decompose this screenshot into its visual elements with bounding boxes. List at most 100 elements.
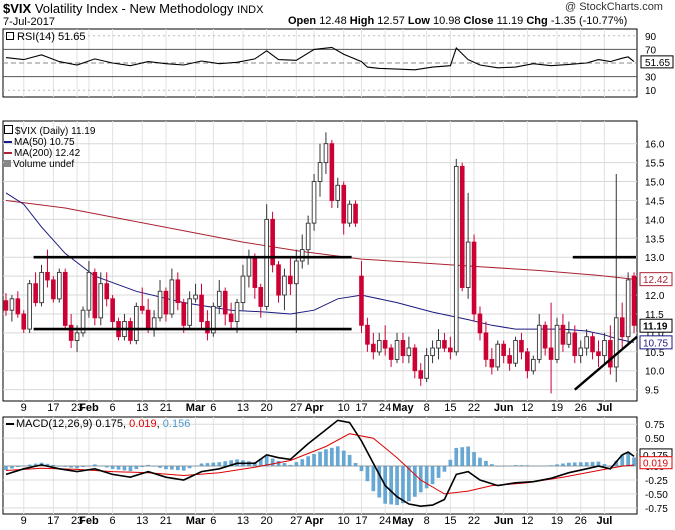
candle-down xyxy=(572,332,578,357)
close-label: Close xyxy=(463,15,494,27)
legend-ma50-text: MA(50) 10.75 xyxy=(14,137,75,148)
symbol-label: $VIX xyxy=(3,1,32,16)
price-frame xyxy=(2,120,638,402)
x-tick-label: 6 xyxy=(110,402,116,414)
candle-down xyxy=(525,351,530,372)
macd-histogram-bar xyxy=(57,466,62,467)
rsi-tick-label: 10 xyxy=(645,86,657,97)
candle-up xyxy=(305,222,311,251)
macd-histogram-bar xyxy=(116,466,121,470)
candle-up xyxy=(282,275,287,296)
candle-down xyxy=(483,332,489,360)
candle-down xyxy=(519,340,524,353)
macd-histogram-bar xyxy=(608,466,613,467)
macd-histogram-bar xyxy=(413,466,417,497)
macd-histogram-bar xyxy=(501,466,506,467)
x-tick-label: 26 xyxy=(575,515,587,527)
low-value: 10.98 xyxy=(432,15,461,27)
macd-histogram-bar xyxy=(578,462,583,466)
candle-up xyxy=(625,279,631,338)
candle-up xyxy=(323,143,329,164)
macd-histogram-bar xyxy=(371,466,376,492)
macd-panel: 0.750.500.250.00-0.25-0.50-0.750.1750.01… xyxy=(3,419,673,515)
trendline xyxy=(574,335,638,391)
macd-histogram-bar xyxy=(93,464,97,467)
candle-up xyxy=(98,283,104,319)
macd-histogram-bar xyxy=(223,461,228,466)
ma50-swatch xyxy=(4,141,12,144)
x-tick-label: 19 xyxy=(551,402,563,414)
legend-main-swatch xyxy=(4,125,13,134)
macd-histogram-bar xyxy=(525,465,530,466)
macd-histogram-bar xyxy=(306,456,310,467)
candle-down xyxy=(382,340,388,349)
macd-histogram-bar xyxy=(632,457,636,467)
price-tick-label: 9.5 xyxy=(645,386,659,397)
candle-up xyxy=(465,241,471,288)
candle-down xyxy=(442,340,447,349)
x-tick-label: 9 xyxy=(21,515,27,527)
price-tick-label: 14.5 xyxy=(645,196,665,207)
rsi-line xyxy=(5,46,635,71)
macd-histogram-bar xyxy=(276,461,281,466)
candle-up xyxy=(602,340,607,357)
legend-ma200: MA(200) 12.42 xyxy=(4,148,95,159)
index-name: Volatility Index - New Methodology xyxy=(34,1,234,16)
chart-title: $VIX Volatility Index - New Methodology … xyxy=(3,1,263,16)
legend-ma50: MA(50) 10.75 xyxy=(4,137,95,148)
x-tick-label: 9 xyxy=(21,402,27,414)
candle-up xyxy=(453,165,459,353)
candle-up xyxy=(39,271,44,304)
x-tick-label: 20 xyxy=(261,402,273,414)
price-tick-label: 10.5 xyxy=(645,348,665,359)
x-tick-label: 15 xyxy=(444,402,456,414)
rsi-tick-label: 70 xyxy=(645,45,657,56)
x-tick-label: 23 xyxy=(71,402,83,414)
macd-histogram-bar xyxy=(81,466,85,467)
candle-up xyxy=(27,283,32,330)
macd-histogram-bar xyxy=(104,466,109,468)
x-tick-label: Jul xyxy=(596,515,612,527)
x-tick-label: 13 xyxy=(136,402,148,414)
macd-histogram-bar xyxy=(436,466,441,478)
macd-histogram-bar xyxy=(590,461,595,467)
macd-histogram-bar xyxy=(16,466,20,467)
macd-histogram-bar xyxy=(264,456,269,466)
macd-histogram-bar xyxy=(122,466,127,471)
low-label: Low xyxy=(407,15,430,27)
candle-up xyxy=(80,309,86,334)
macd-histogram-bar xyxy=(466,446,470,466)
exchange-label: INDX xyxy=(237,4,264,16)
macd-histogram-bar xyxy=(288,464,293,466)
x-tick-label: Jun xyxy=(494,402,514,414)
price-tick-label: 12.0 xyxy=(645,291,665,302)
macd-histogram-bar xyxy=(353,463,358,467)
candle-down xyxy=(448,347,453,353)
candle-down xyxy=(365,324,370,345)
macd-histogram-bar xyxy=(199,463,204,466)
macd-tick-label: -0.50 xyxy=(645,490,668,501)
candle-up xyxy=(57,271,62,300)
macd-histogram-bar xyxy=(543,465,547,467)
candle-down xyxy=(276,264,281,296)
macd-histogram-bar xyxy=(205,463,210,467)
candle-up xyxy=(578,347,584,357)
candle-down xyxy=(371,343,376,353)
x-tick-label: 21 xyxy=(160,402,172,414)
rsi-current-box xyxy=(640,55,674,69)
macd-histogram-bar xyxy=(51,464,56,466)
macd-histogram-bar xyxy=(430,466,435,485)
x-tick-label: May xyxy=(392,515,414,527)
macd-histogram-bar xyxy=(567,462,571,466)
candle-up xyxy=(193,294,198,300)
x-tick-label: 22 xyxy=(468,515,480,527)
candle-up xyxy=(169,279,175,315)
close-value: 11.19 xyxy=(496,15,524,27)
macd-tick-label: 0.50 xyxy=(645,434,665,445)
candle-up xyxy=(513,340,518,364)
x-tick-label: 23 xyxy=(71,515,83,527)
x-tick-label: Jun xyxy=(494,515,514,527)
x-tick-label: Apr xyxy=(305,402,325,414)
macd-frame xyxy=(2,416,638,515)
x-tick-label: 10 xyxy=(338,515,350,527)
